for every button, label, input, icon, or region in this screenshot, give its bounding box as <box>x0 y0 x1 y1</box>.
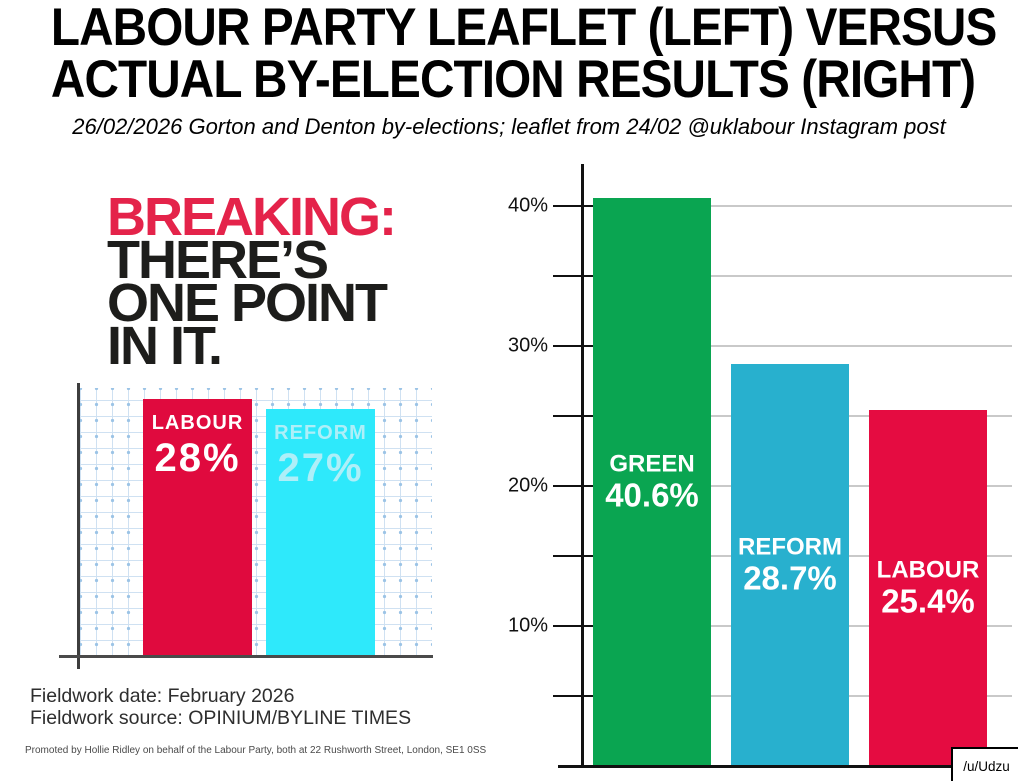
y-tick-10 <box>553 625 593 627</box>
y-tick-label-40: 40% <box>507 194 548 217</box>
headline-line-2: THERE’S <box>107 230 329 290</box>
y-tick-40 <box>553 205 593 207</box>
results-bar-green <box>593 198 711 766</box>
page-title: LABOUR PARTY LEAFLET (LEFT) VERSUS ACTUA… <box>0 0 1018 109</box>
y-tick-label-20: 20% <box>507 474 548 497</box>
subtitle: 26/02/2026 Gorton and Denton by-election… <box>72 114 946 139</box>
leaflet-chart-x-axis <box>59 655 433 658</box>
y-tick-35 <box>553 275 593 277</box>
fieldwork-date: Fieldwork date: February 2026 <box>30 685 295 707</box>
gridline-40 <box>584 205 1012 207</box>
leaflet-bar-value: 27% <box>277 446 364 490</box>
title-line-2: ACTUAL BY-ELECTION RESULTS (RIGHT) <box>50 50 976 109</box>
y-tick-5 <box>553 695 593 697</box>
y-tick-15 <box>553 555 593 557</box>
leaflet-bar-labour: LABOUR 28% <box>143 399 252 657</box>
gridline-25 <box>584 415 1012 417</box>
results-bar-label-labour: LABOUR 25.4% <box>869 557 987 620</box>
gridline-30 <box>584 345 1012 347</box>
y-tick-30 <box>553 345 593 347</box>
results-bar-value: 25.4% <box>881 582 975 620</box>
leaflet-bar-value: 28% <box>154 436 241 480</box>
headline-breaking: BREAKING: <box>107 187 397 247</box>
results-bar-label-green: GREEN 40.6% <box>593 451 711 514</box>
results-bar-label-reform: REFORM 28.7% <box>731 534 849 597</box>
leaflet-bar-label: LABOUR <box>151 412 244 434</box>
y-tick-20 <box>553 485 593 487</box>
gridline-35 <box>584 275 1012 277</box>
imprint-small-print: Promoted by Hollie Ridley on behalf of t… <box>25 745 487 756</box>
fieldwork-source: Fieldwork source: OPINIUM/BYLINE TIMES <box>30 706 412 729</box>
title-line-1: LABOUR PARTY LEAFLET (LEFT) VERSUS <box>50 0 997 57</box>
gridline-15 <box>584 555 1012 557</box>
results-bar-value: 28.7% <box>743 559 837 597</box>
y-tick-label-30: 30% <box>507 334 548 357</box>
results-bar-name: GREEN <box>609 450 695 478</box>
gridline-5 <box>584 695 1012 697</box>
watermark-badge: /u/Udzu <box>951 747 1018 781</box>
results-bar-value: 40.6% <box>605 476 699 514</box>
leaflet-chart-grid <box>80 388 432 657</box>
headline-line-4: IN IT. <box>107 316 223 376</box>
watermark-text: /u/Udzu <box>963 758 1010 774</box>
headline-line-3: ONE POINT <box>107 273 388 333</box>
gridline-10 <box>584 625 1012 627</box>
results-bar-reform <box>731 364 849 766</box>
y-tick-label-10: 10% <box>507 614 548 637</box>
leaflet-bar-label: REFORM <box>274 422 367 444</box>
results-bar-labour <box>869 410 987 766</box>
fieldwork-note: Fieldwork date: February 2026 Fieldwork … <box>30 685 412 729</box>
leaflet-chart-y-axis <box>77 383 80 669</box>
results-y-axis <box>581 164 584 768</box>
y-tick-25 <box>553 415 593 417</box>
leaflet-bar-reform: REFORM 27% <box>266 409 375 657</box>
results-x-axis <box>558 765 1012 768</box>
results-bar-name: LABOUR <box>876 556 980 584</box>
results-bar-name: REFORM <box>738 533 842 561</box>
leaflet-headline: BREAKING: THERE’S ONE POINT IN IT. <box>107 187 397 376</box>
gridline-20 <box>584 485 1012 487</box>
